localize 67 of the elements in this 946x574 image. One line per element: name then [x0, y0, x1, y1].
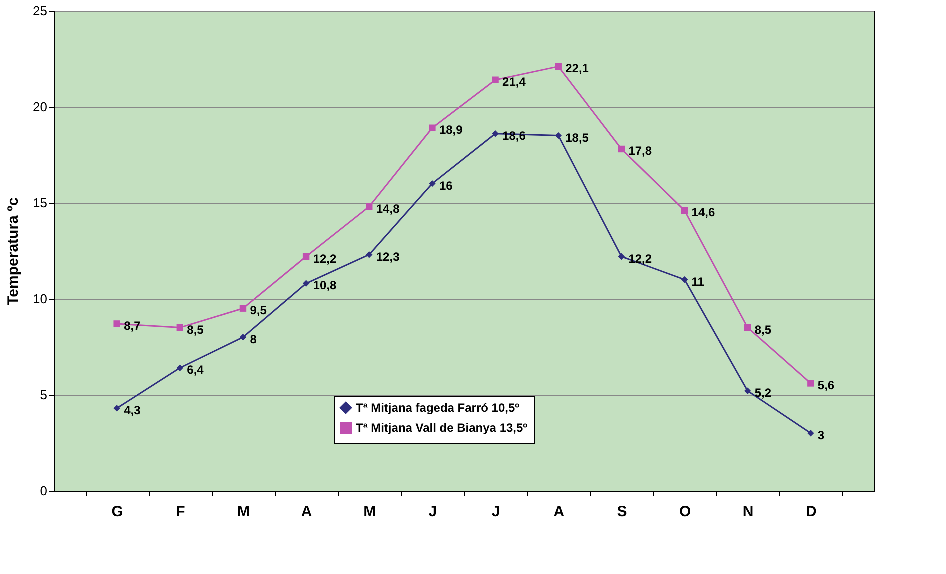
data-label: 17,8	[628, 144, 652, 158]
x-tick-label: D	[806, 504, 817, 520]
data-label: 22,1	[566, 62, 590, 76]
y-tick-label: 20	[33, 100, 48, 114]
x-tick-label: A	[301, 504, 312, 520]
point	[681, 207, 688, 214]
point	[366, 203, 373, 210]
data-label: 21,4	[502, 75, 526, 90]
point	[492, 76, 499, 84]
data-label: 8,5	[754, 322, 772, 337]
y-tick-label: 10	[33, 292, 48, 306]
x-tick-label: M	[237, 504, 250, 520]
y-tick-label: 0	[40, 484, 48, 498]
point	[681, 276, 688, 284]
data-label: 3	[818, 428, 825, 442]
point	[618, 253, 626, 260]
point	[302, 280, 310, 287]
data-label: 10,8	[313, 278, 337, 293]
data-label: 18,5	[566, 130, 590, 145]
y-axis-title: Temperatura ºc	[5, 198, 22, 306]
data-label: 16	[439, 178, 454, 193]
x-tick-label: A	[554, 504, 565, 520]
y-tick-label: 15	[33, 196, 48, 210]
x-tick-label: O	[679, 504, 692, 520]
data-label: 6,4	[187, 363, 204, 378]
point	[176, 324, 184, 332]
point	[555, 132, 562, 140]
data-label: 12,2	[313, 252, 337, 266]
point	[114, 405, 120, 412]
point	[302, 253, 310, 260]
point	[176, 364, 184, 372]
point	[366, 251, 373, 258]
data-label: 9,5	[250, 304, 268, 318]
y-tick-label: 25	[33, 4, 48, 18]
x-tick-label: N	[742, 504, 754, 520]
x-tick-label: F	[176, 504, 186, 520]
data-label: 5,6	[818, 378, 835, 392]
point	[555, 63, 562, 70]
x-tick-label: J	[428, 504, 438, 520]
data-label: 12,3	[376, 250, 400, 264]
legend-label: Tª Mitjana fageda Farró 10,5º	[356, 401, 520, 415]
data-label: 5,2	[754, 386, 772, 400]
x-tick-label: S	[617, 504, 628, 520]
y-tick-label: 5	[40, 388, 48, 402]
point	[429, 124, 436, 132]
point	[744, 324, 752, 332]
data-label: 8	[250, 332, 258, 346]
point	[240, 305, 247, 312]
point	[429, 180, 436, 188]
point	[744, 388, 752, 395]
point	[618, 146, 626, 153]
data-label: 14,8	[376, 202, 400, 216]
point	[114, 320, 120, 328]
data-label: 14,6	[692, 206, 716, 220]
point	[492, 130, 499, 138]
x-tick-label: M	[364, 504, 376, 520]
data-label: 8,5	[187, 322, 204, 337]
x-tick-label: J	[492, 504, 500, 520]
data-label: 11	[692, 274, 705, 289]
point	[808, 380, 814, 387]
point	[808, 430, 814, 437]
point	[240, 334, 247, 341]
data-label: 12,2	[628, 252, 652, 266]
x-tick-label: G	[112, 504, 124, 520]
legend-label: Tª Mitjana Vall de Bianya 13,5º	[356, 421, 528, 435]
data-label: 18,9	[439, 123, 464, 138]
data-label: 4,3	[124, 403, 142, 418]
